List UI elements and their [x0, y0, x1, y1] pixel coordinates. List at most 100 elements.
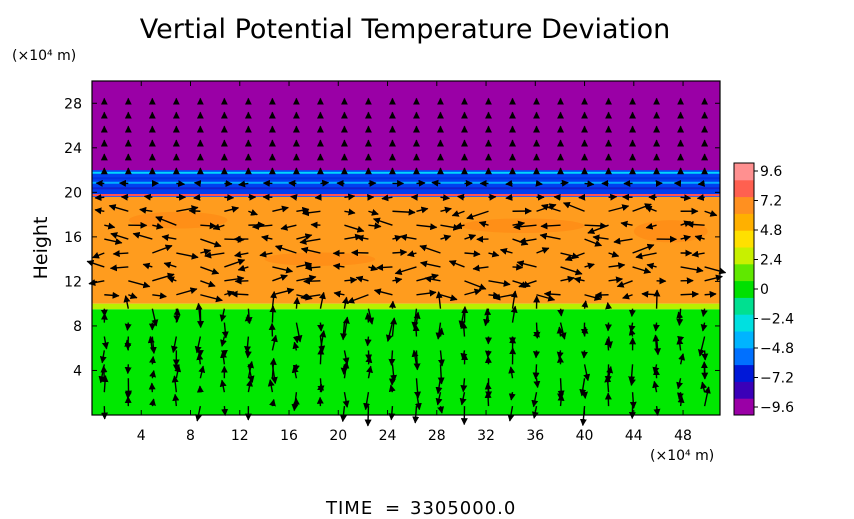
- wind-vector: [604, 364, 612, 384]
- wind-vector: [413, 350, 421, 371]
- wind-vector: [581, 300, 589, 309]
- y-tick-label: 12: [64, 274, 82, 290]
- colorbar-swatch: [734, 297, 754, 315]
- wind-vector: [149, 336, 157, 355]
- wind-vector: [319, 291, 326, 309]
- wind-vector: [172, 393, 180, 407]
- wind-vector: [301, 209, 321, 217]
- wind-vector: [703, 386, 711, 407]
- wind-vector: [269, 398, 276, 407]
- colorbar-label: −2.4: [760, 312, 794, 328]
- wind-vector: [149, 398, 156, 407]
- wind-vector: [605, 336, 613, 349]
- wind-vector: [193, 193, 201, 201]
- wind-vector: [644, 205, 657, 213]
- x-tick-label: 8: [186, 428, 195, 444]
- wind-vector: [691, 250, 705, 258]
- wind-vector: [700, 308, 708, 317]
- wind-vector: [339, 406, 347, 423]
- wind-vector: [188, 207, 201, 215]
- wind-vector: [390, 317, 398, 337]
- wind-vector: [686, 221, 705, 228]
- plot-frame: [91, 80, 721, 416]
- wind-vector: [104, 291, 120, 299]
- wind-vector: [466, 210, 489, 220]
- colorbar-swatch: [734, 381, 754, 399]
- wind-vector: [317, 378, 325, 393]
- wind-vector: [86, 259, 105, 268]
- field-streak-0: [92, 171, 720, 174]
- wind-vector: [94, 194, 105, 202]
- wind-vector: [124, 364, 132, 375]
- wind-vector: [508, 392, 516, 401]
- wind-vector: [632, 266, 652, 274]
- x-tick-label: 36: [526, 428, 544, 444]
- wind-vector: [440, 234, 452, 242]
- wind-vector: [608, 204, 630, 212]
- wind-vector: [628, 308, 636, 318]
- wind-vector: [508, 366, 516, 379]
- wind-vector: [212, 223, 225, 231]
- wind-vector: [142, 262, 153, 270]
- wind-vector: [604, 322, 612, 332]
- wind-vector: [448, 260, 465, 268]
- wind-vector: [299, 237, 321, 245]
- wind-vector: [101, 336, 109, 350]
- wind-vector: [392, 208, 416, 216]
- wind-vector: [629, 392, 637, 409]
- wind-vector: [652, 334, 660, 351]
- wind-vector: [464, 288, 482, 296]
- wind-vector: [292, 364, 300, 373]
- wind-vector: [367, 308, 375, 325]
- wind-vector: [149, 355, 156, 365]
- wind-vector: [247, 364, 255, 383]
- colorbar-label: 4.8: [760, 223, 782, 239]
- wind-vector: [171, 375, 179, 393]
- wind-vector: [532, 350, 540, 359]
- wind-vector: [653, 289, 661, 309]
- wind-vector: [224, 258, 246, 268]
- wind-vector: [464, 250, 481, 258]
- wind-vector: [628, 322, 636, 333]
- wind-vector: [366, 365, 373, 379]
- wind-vector: [317, 347, 325, 365]
- wind-vector: [543, 290, 561, 298]
- wind-vector: [295, 322, 303, 343]
- colorbar-swatch: [734, 163, 754, 181]
- x-tick-label: 12: [231, 428, 249, 444]
- wind-vector: [108, 204, 129, 212]
- wind-vector: [676, 378, 684, 390]
- wind-vector: [139, 206, 153, 214]
- wind-vector: [269, 305, 277, 323]
- wind-vector: [372, 217, 393, 226]
- time-label: TIME: [325, 498, 373, 519]
- time-footer: TIME = 3305000.0: [325, 498, 515, 519]
- colorbar-label: 9.6: [760, 164, 782, 180]
- wind-vector: [573, 276, 585, 284]
- wind-vector: [344, 193, 356, 201]
- colorbar-label: −7.2: [760, 371, 794, 387]
- wind-vector: [540, 222, 561, 230]
- wind-vector: [440, 294, 458, 302]
- wind-vector: [200, 294, 223, 303]
- wind-vector: [424, 275, 441, 283]
- wind-vector: [173, 308, 181, 323]
- wind-vector: [483, 308, 490, 327]
- colorbar: 9.6 7.2 4.8 2.4 0 −2.4 −4.8 −7.2 −9.6: [733, 162, 794, 416]
- wind-vector: [245, 308, 253, 325]
- wind-vector: [646, 262, 657, 270]
- wind-vector: [628, 364, 636, 384]
- wind-vector: [368, 209, 379, 216]
- wind-vector: [411, 349, 419, 365]
- wind-vector: [167, 276, 177, 284]
- y-tick-label: 28: [64, 96, 82, 112]
- wind-vector: [368, 222, 382, 230]
- wind-vector: [587, 224, 609, 235]
- wind-vector: [132, 231, 153, 240]
- wind-vector: [110, 232, 129, 240]
- wind-vector: [505, 179, 513, 187]
- wind-vector: [291, 392, 299, 412]
- wind-vector: [195, 405, 202, 422]
- x-tick-label: 40: [576, 428, 594, 444]
- wind-vector: [518, 237, 537, 245]
